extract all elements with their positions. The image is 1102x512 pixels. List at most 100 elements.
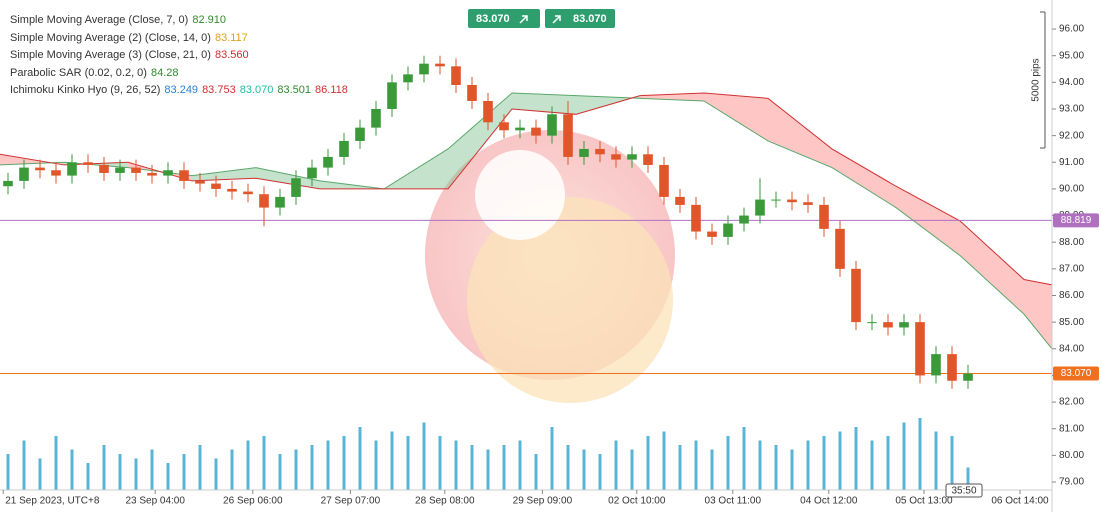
y-tick-label: 86.00 <box>1059 290 1084 301</box>
y-tick-label: 80.00 <box>1059 450 1084 461</box>
y-tick-label: 93.00 <box>1059 104 1084 115</box>
arrow-icon <box>519 14 528 24</box>
candle-body <box>323 156 333 168</box>
candle-body <box>99 164 109 173</box>
scale-label: 5000 pips <box>1031 58 1042 101</box>
buy-button[interactable]: 83.070 <box>545 9 615 28</box>
legend-value: 83.501 <box>277 84 312 96</box>
candle-body <box>787 199 797 203</box>
volume-bar <box>134 458 138 490</box>
candle-body <box>883 322 893 328</box>
legend-name: Parabolic SAR (0.02, 0.2, 0) <box>10 66 147 79</box>
volume-bar <box>934 431 938 490</box>
candle-body <box>179 170 189 181</box>
legend-value: 83.249 <box>164 84 199 96</box>
candle-body <box>499 122 509 131</box>
legend-entry[interactable]: Parabolic SAR (0.02, 0.2, 0) 84.28 <box>10 65 348 83</box>
volume-bar <box>518 440 522 490</box>
y-tick-label: 84.00 <box>1059 343 1084 354</box>
volume-bar <box>918 418 922 490</box>
legend: Simple Moving Average (Close, 7, 0) 82.91… <box>10 12 348 100</box>
y-tick-label: 85.00 <box>1059 317 1084 328</box>
candle-body <box>131 167 141 173</box>
volume-bar <box>70 449 74 490</box>
candle-body <box>259 194 269 208</box>
countdown: 35:50 <box>945 483 983 498</box>
volume-bar <box>502 445 506 490</box>
volume-bar <box>38 458 42 490</box>
candle-body <box>355 127 365 141</box>
legend-name: Simple Moving Average (Close, 7, 0) <box>10 14 189 26</box>
candle-body <box>835 228 845 269</box>
cloud-segment <box>832 148 896 208</box>
legend-name: Simple Moving Average (3) (Close, 21, 0) <box>10 49 211 61</box>
volume-bar <box>214 458 218 490</box>
volume-bar <box>598 454 602 490</box>
legend-entry[interactable]: Simple Moving Average (2) (Close, 14, 0)… <box>10 30 348 48</box>
candle-body <box>659 164 669 197</box>
volume-bar <box>198 445 202 490</box>
volume-bar <box>182 454 186 490</box>
candle-body <box>579 148 589 157</box>
volume-bar <box>694 440 698 490</box>
candle-body <box>771 199 781 201</box>
volume-bar <box>22 440 26 490</box>
y-tick-label: 82.00 <box>1059 397 1084 408</box>
legend-value: 83.753 <box>202 84 236 96</box>
x-tick-label: 05 Oct 13:00 <box>895 496 953 507</box>
cloud-segment <box>768 98 832 168</box>
candle-body <box>19 167 29 181</box>
legend-entry[interactable]: Simple Moving Average (Close, 7, 0) 82.91… <box>10 12 348 30</box>
volume-bar <box>406 436 410 490</box>
candle-body <box>467 84 477 101</box>
x-tick-label: 06 Oct 14:00 <box>991 496 1049 507</box>
volume-bar <box>742 427 746 490</box>
y-tick-label: 81.00 <box>1059 423 1084 434</box>
legend-entry[interactable]: Simple Moving Average (3) (Close, 21, 0)… <box>10 47 348 65</box>
legend-entry[interactable]: Ichimoku Kinko Hyo (9, 26, 52) 83.249 83.7… <box>10 82 348 100</box>
volume-bar <box>534 454 538 490</box>
buy-price: 83.070 <box>573 12 607 25</box>
volume-bar <box>630 449 634 490</box>
candle-body <box>595 148 605 155</box>
candle-body <box>755 199 765 216</box>
volume-bar <box>454 440 458 490</box>
sell-button[interactable]: 83.070 <box>468 9 540 28</box>
cloud-segment <box>1024 279 1052 349</box>
volume-bar <box>566 445 570 490</box>
x-tick-label: 28 Sep 08:00 <box>415 496 475 507</box>
volume-bar <box>950 436 954 490</box>
candle-body <box>211 183 221 189</box>
y-tick-label: 96.00 <box>1059 24 1084 35</box>
candle-body <box>115 167 125 173</box>
y-tick-label: 91.00 <box>1059 157 1084 168</box>
candle-body <box>3 180 13 187</box>
watermark <box>425 130 675 403</box>
volume-bar <box>374 440 378 490</box>
price-level-box <box>1053 213 1099 228</box>
candle-body <box>739 215 749 224</box>
x-tick-label: 27 Sep 07:00 <box>321 496 381 507</box>
volume-bar <box>246 440 250 490</box>
scale-indicator: 5000 pips <box>1031 11 1046 149</box>
volume-bar <box>662 431 666 490</box>
candle-body <box>691 204 701 232</box>
cloud-segment <box>448 92 512 189</box>
volume-bar <box>86 463 90 490</box>
candle-body <box>67 162 77 176</box>
y-tick-label: 92.00 <box>1059 130 1084 141</box>
cloud-segment <box>960 220 1024 315</box>
candle-body <box>819 204 829 229</box>
x-tick-label: 03 Oct 11:00 <box>705 496 762 507</box>
y-tick-label: 95.00 <box>1059 50 1084 61</box>
cloud-segment <box>512 92 576 115</box>
volume-bar <box>102 445 106 490</box>
cloud-segment <box>64 162 128 168</box>
volume-bar <box>790 449 794 490</box>
sell-price: 83.070 <box>476 12 510 25</box>
candle-body <box>275 196 285 208</box>
volume-bar <box>582 449 586 490</box>
candle-body <box>483 100 493 123</box>
candle-body <box>563 114 573 157</box>
